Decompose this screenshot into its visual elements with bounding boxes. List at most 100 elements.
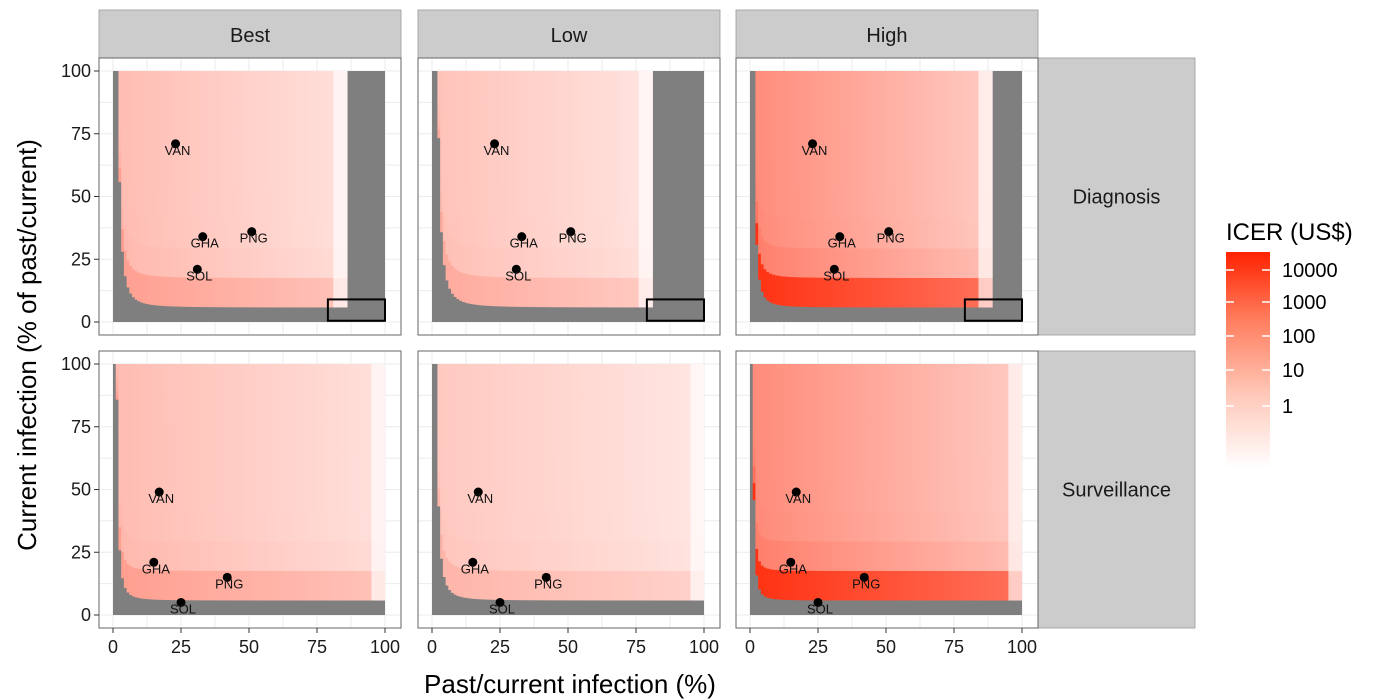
icer-cell [467, 422, 471, 453]
icer-cell [866, 452, 871, 483]
icer-cell [989, 159, 993, 190]
icer-cell [494, 511, 498, 542]
icer-cell [153, 158, 158, 189]
icer-cell [540, 452, 545, 483]
icer-cell [297, 511, 302, 542]
icer-cell [486, 188, 490, 219]
icer-cell [363, 393, 367, 424]
icer-cell [137, 539, 141, 569]
icer-cell [883, 422, 887, 454]
icer-cell [470, 364, 474, 394]
icer-cell [289, 364, 294, 395]
icer-cell [663, 422, 667, 454]
icer-cell [524, 540, 528, 571]
icer-cell [276, 570, 280, 601]
icer-cell [208, 540, 212, 571]
icer-cell [483, 217, 487, 248]
icer-cell [311, 422, 315, 454]
icer-cell [657, 422, 662, 454]
icer-cell [464, 128, 468, 159]
icer-cell [782, 275, 786, 306]
icer-cell [437, 488, 441, 507]
icer-cell [888, 481, 893, 513]
icer-cell [665, 452, 670, 483]
icer-cell [183, 159, 188, 190]
point-label-png: PNG [559, 231, 587, 246]
icer-cell [967, 218, 971, 249]
icer-cell [967, 570, 971, 601]
icer-cell [164, 452, 168, 483]
x-tick-label: 75 [944, 637, 964, 657]
icer-cell [880, 393, 884, 424]
icer-cell [229, 71, 234, 102]
icer-cell [540, 218, 545, 249]
icer-cell [200, 159, 204, 190]
icer-cell [300, 364, 304, 395]
icer-cell [151, 246, 155, 276]
icer-cell [907, 511, 912, 542]
icer-cell [646, 71, 651, 102]
icer-cell [630, 511, 634, 542]
icer-cell [246, 364, 250, 395]
icer-cell [448, 206, 452, 235]
icer-cell [186, 570, 190, 601]
icer-cell [478, 569, 482, 600]
icer-cell [940, 188, 944, 220]
icer-cell [627, 452, 632, 483]
icer-cell [208, 452, 212, 483]
icer-cell [785, 540, 789, 571]
icer-cell [842, 218, 846, 249]
icer-cell [268, 511, 272, 542]
icer-cell [769, 244, 773, 274]
icer-cell [932, 452, 936, 483]
icer-cell [616, 159, 621, 190]
icer-cell [845, 540, 849, 571]
icer-cell [524, 159, 528, 190]
icer-cell [877, 218, 882, 249]
icer-cell [869, 540, 873, 572]
icer-cell [440, 533, 444, 559]
icer-cell [268, 247, 272, 278]
icer-cell [467, 480, 471, 511]
icer-cell [636, 540, 640, 571]
icer-cell [516, 511, 520, 542]
icer-cell [510, 71, 515, 101]
icer-cell [189, 247, 193, 278]
icer-cell [576, 422, 580, 454]
icer-cell [202, 277, 207, 308]
icer-cell [796, 71, 800, 101]
icer-cell [338, 570, 343, 601]
icer-cell [608, 188, 613, 219]
icer-cell [627, 159, 632, 190]
icer-cell [834, 277, 838, 308]
highlight-box [326, 298, 387, 322]
icer-cell [156, 158, 160, 189]
icer-cell [945, 481, 950, 513]
icer-cell [633, 540, 637, 571]
icer-cell [527, 393, 531, 424]
icer-cell [964, 218, 969, 249]
icer-cell [314, 511, 318, 542]
icer-cell [915, 570, 920, 601]
icer-cell [448, 98, 452, 126]
icer-cell [153, 481, 158, 512]
icer-cell [505, 569, 509, 601]
icer-cell [325, 159, 329, 190]
icer-cell [967, 511, 971, 542]
icer-cell [565, 452, 569, 483]
icer-cell [570, 247, 575, 278]
icer-cell [319, 364, 324, 395]
icer-cell [437, 120, 441, 130]
icer-cell [543, 570, 547, 601]
icer-cell [766, 480, 770, 511]
icer-cell [921, 247, 925, 278]
icer-cell [216, 540, 220, 571]
icer-cell [118, 98, 122, 114]
icer-cell [470, 274, 474, 305]
icer-cell [954, 422, 958, 454]
icer-cell [164, 481, 168, 512]
icer-cell [902, 129, 906, 161]
icer-cell [644, 159, 648, 190]
icer-cell [289, 100, 294, 131]
icer-cell [287, 159, 291, 190]
